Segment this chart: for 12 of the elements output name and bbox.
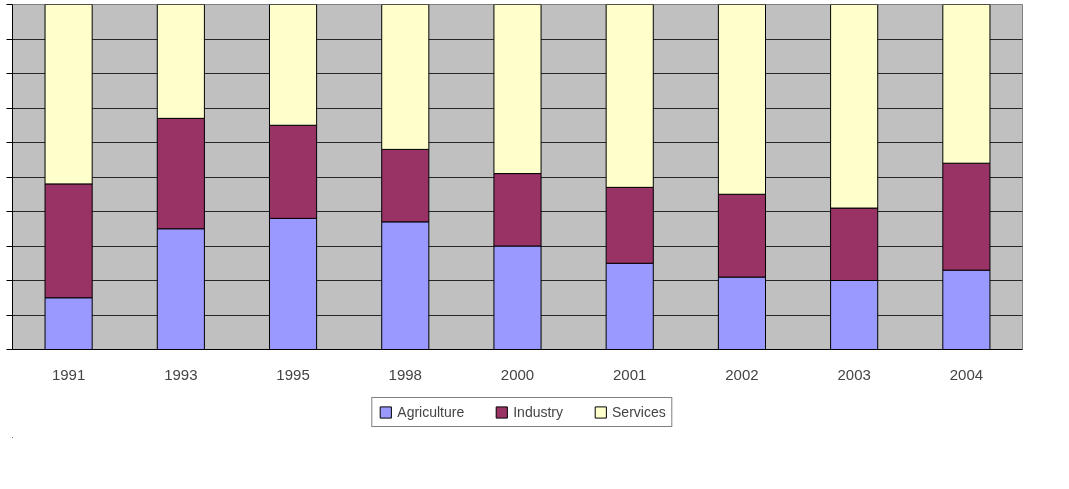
legend-label: Industry — [513, 404, 564, 420]
x-tick-label: 2004 — [949, 365, 984, 383]
x-tick-label: 1991 — [51, 365, 86, 383]
x-tick-label: 2001 — [613, 365, 647, 383]
legend-label: Services — [612, 404, 666, 420]
x-tick-label: 1993 — [164, 365, 198, 383]
legend-label: Agriculture — [397, 404, 465, 420]
x-tick-label: 1995 — [276, 365, 310, 383]
x-tick-label: 2003 — [837, 365, 871, 383]
x-tick-label: 2000 — [500, 365, 535, 383]
x-tick-label: 1998 — [388, 365, 422, 383]
x-tick-label: 2002 — [725, 365, 759, 383]
